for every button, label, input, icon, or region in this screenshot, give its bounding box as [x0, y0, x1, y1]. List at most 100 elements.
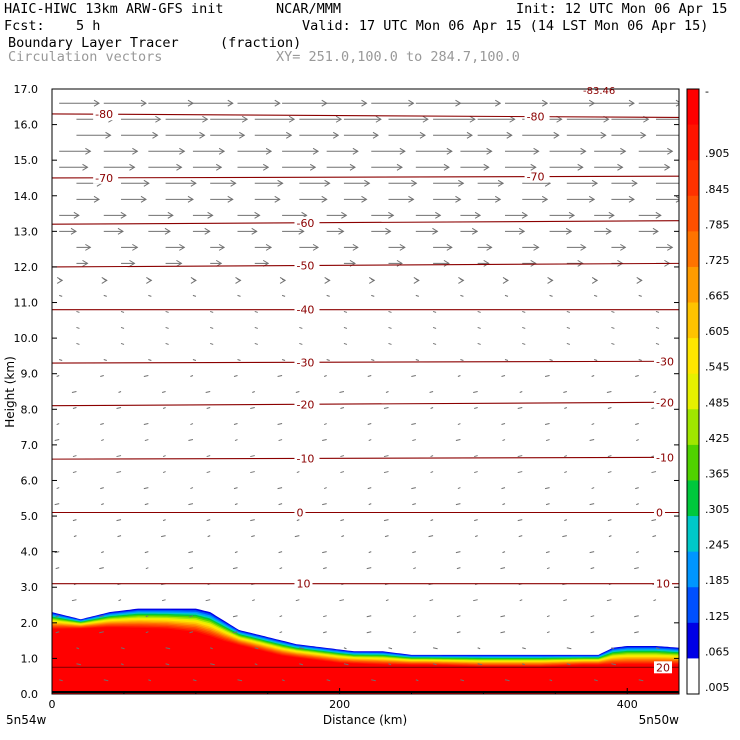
circulation-vector — [299, 179, 331, 187]
circulation-vector — [371, 358, 375, 361]
circulation-vector — [71, 599, 77, 602]
circulation-vector — [343, 243, 359, 251]
circulation-vector — [343, 342, 348, 345]
colorbar-label: .125 — [705, 610, 730, 623]
circulation-vector — [343, 115, 382, 123]
circulation-vector — [455, 503, 461, 506]
y-tick-label: 12.0 — [14, 261, 39, 274]
circulation-vector — [232, 615, 238, 618]
circulation-vector — [326, 679, 331, 682]
circulation-vector — [59, 211, 80, 219]
circulation-vector — [120, 342, 125, 345]
circulation-vector — [415, 358, 419, 361]
circulation-vector — [474, 519, 478, 522]
circulation-vector — [457, 487, 461, 490]
circulation-vector — [502, 551, 506, 554]
circulation-vector — [546, 615, 550, 618]
circulation-vector — [566, 326, 570, 329]
circulation-vector — [371, 679, 376, 682]
colorbar-swatch — [687, 124, 699, 161]
circulation-vector — [282, 147, 320, 155]
circulation-vector — [161, 391, 166, 393]
circulation-vector — [477, 663, 483, 666]
circulation-vector — [457, 375, 461, 377]
circulation-vector — [432, 663, 437, 666]
circulation-vector — [522, 243, 540, 251]
circulation-vector — [611, 663, 617, 666]
circulation-vector — [636, 503, 639, 506]
circulation-vector — [611, 179, 638, 187]
circulation-vector — [477, 310, 481, 313]
circulation-vector — [76, 326, 80, 329]
circulation-vector — [323, 423, 327, 425]
circulation-vector — [278, 503, 283, 506]
circulation-vector — [432, 342, 437, 345]
circulation-vector — [638, 163, 671, 171]
circulation-vector — [205, 391, 211, 393]
circulation-vector — [233, 375, 238, 377]
circulation-vector — [343, 195, 368, 203]
circulation-vector — [388, 179, 418, 187]
circulation-vector — [522, 131, 560, 139]
circulation-vector — [388, 663, 392, 666]
circulation-vector — [367, 423, 372, 426]
circulation-vector — [634, 631, 639, 634]
circulation-vector — [371, 294, 375, 297]
circulation-vector — [477, 131, 513, 139]
circulation-vector — [368, 551, 372, 554]
circulation-vector — [428, 535, 434, 538]
circulation-vector — [55, 631, 60, 634]
circulation-vector — [277, 487, 283, 490]
colorbar-label: .605 — [705, 325, 730, 338]
circulation-vector — [460, 211, 482, 219]
circulation-vector — [343, 179, 371, 187]
contour-label: -80 — [95, 108, 113, 121]
circulation-vector — [192, 163, 223, 171]
circulation-vector — [165, 115, 209, 123]
circulation-vector — [501, 487, 506, 490]
circulation-vector — [143, 423, 149, 426]
circulation-vector — [121, 243, 139, 251]
circulation-vector — [232, 631, 238, 634]
circulation-vector — [206, 407, 211, 409]
circulation-vector — [412, 551, 416, 554]
fcst-label: Fcst: — [4, 18, 45, 34]
colorbar-swatch — [687, 409, 699, 446]
circulation-vector — [566, 179, 599, 187]
circulation-vector — [254, 131, 293, 139]
circulation-vector — [206, 519, 211, 522]
circulation-vector — [295, 599, 300, 602]
circulation-vector — [234, 439, 238, 442]
y-tick-label: 13.0 — [14, 225, 39, 238]
circulation-vector — [160, 535, 166, 538]
circulation-vector — [590, 631, 595, 634]
circulation-vector — [162, 407, 166, 409]
circulation-vector — [162, 455, 166, 458]
circulation-vector — [165, 647, 171, 650]
temperature-contour — [52, 456, 679, 460]
circulation-vector — [148, 679, 152, 682]
circulation-vector — [500, 615, 506, 618]
circulation-vector — [636, 276, 643, 284]
circulation-vector — [145, 631, 149, 634]
colorbar-swatch — [687, 195, 699, 232]
circulation-vector — [504, 227, 526, 235]
circulation-vector — [371, 227, 392, 235]
circulation-vector — [190, 423, 194, 425]
circulation-vector — [237, 163, 270, 171]
circulation-vector — [591, 487, 595, 490]
circulation-vector — [522, 326, 526, 329]
circulation-vector — [237, 147, 273, 155]
circulation-vector — [383, 471, 389, 474]
circulation-vector — [294, 535, 300, 538]
circulation-vector — [549, 294, 553, 297]
circulation-vector — [504, 294, 509, 297]
circulation-vector — [549, 147, 587, 155]
circulation-vector — [207, 535, 211, 538]
temperature-contour — [52, 401, 679, 407]
field-units: (fraction) — [220, 35, 302, 51]
circulation-vector — [607, 455, 612, 458]
circulation-vector — [564, 407, 568, 409]
circulation-vector — [412, 439, 416, 442]
circulation-vector — [148, 294, 152, 297]
